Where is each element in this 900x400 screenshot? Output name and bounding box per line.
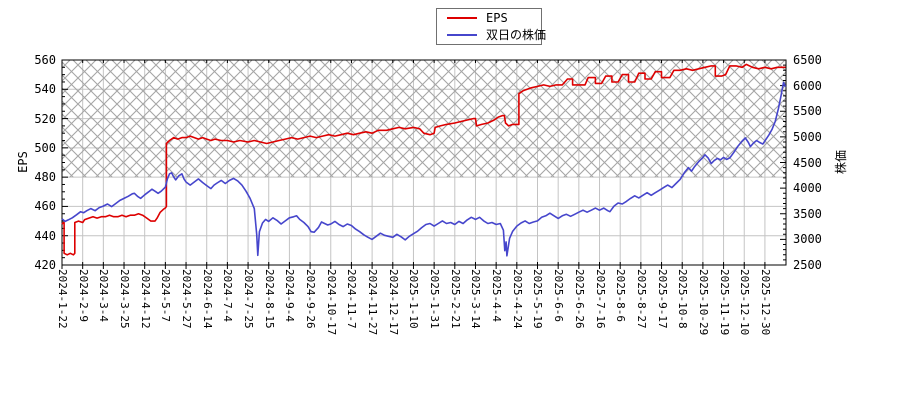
left-axis-tick-label: 420: [34, 258, 56, 272]
right-axis-tick-label: 4000: [793, 181, 822, 196]
x-axis-tick-label: 2025-3-14: [469, 269, 483, 329]
x-axis-tick-label: 2025-8-27: [634, 269, 648, 329]
x-axis-tick-label: 2025-6-6: [552, 269, 566, 322]
right-axis-tick-label: 5000: [793, 129, 822, 144]
x-axis-tick-label: 2025-10-8: [676, 269, 690, 329]
x-axis-tick-label: 2024-2-9: [76, 269, 90, 322]
x-axis-tick-label: 2025-12-30: [758, 269, 772, 336]
x-axis-tick-label: 2025-4-4: [490, 269, 504, 322]
right-axis-tick-label: 4500: [793, 155, 822, 170]
legend-box: EPS 双日の株価: [436, 8, 546, 45]
x-axis-tick-label: 2025-4-24: [510, 269, 524, 329]
x-axis-tick-label: 2024-9-26: [304, 269, 318, 329]
left-axis-tick-label: 520: [34, 111, 56, 126]
x-axis-tick-label: 2024-6-14: [200, 269, 214, 329]
x-axis-tick-label: 2025-12-10: [738, 269, 752, 336]
x-axis-tick-label: 2024-11-27: [366, 269, 380, 336]
eps-line-series: [61, 63, 786, 256]
x-axis-tick-label: 2024-3-4: [97, 269, 111, 322]
eps-range-hatched-band: [62, 60, 786, 178]
x-axis-tick-label: 2024-7-4: [221, 269, 235, 322]
left-axis-title: EPS: [16, 151, 30, 173]
x-axis-tick-label: 2025-6-26: [572, 269, 586, 329]
x-axis-tick-label: 2025-11-19: [717, 269, 731, 336]
x-axis-tick-label: 2024-5-27: [180, 269, 194, 329]
right-axis-tick-label: 3000: [793, 232, 822, 247]
x-axis-tick-label: 2024-8-15: [262, 269, 276, 329]
x-axis-tick-label: 2024-4-12: [138, 269, 152, 329]
right-axis-tick-label: 5500: [793, 104, 822, 119]
x-axis-tick-label: 2024-3-25: [118, 269, 132, 329]
x-axis-tick-label: 2025-1-10: [407, 269, 421, 329]
right-axis-title: 株価: [834, 150, 848, 175]
x-axis-tick-label: 2025-10-29: [696, 269, 710, 336]
stock-price-line-swatch: [447, 33, 477, 36]
x-axis-tick-label: 2024-7-25: [242, 269, 256, 329]
left-axis-tick-label: 480: [34, 170, 56, 185]
left-axis-tick-label: 500: [34, 140, 56, 155]
stock-price-legend-label: 双日の株価: [486, 27, 547, 42]
left-axis-tick-label: 440: [34, 228, 56, 243]
x-axis-tick-label: 2025-9-17: [655, 269, 669, 329]
x-axis-tick-label: 2024-9-4: [283, 269, 297, 322]
x-axis-tick-label: 2024-12-17: [386, 269, 400, 336]
x-axis-tick-label: 2025-1-31: [428, 269, 442, 329]
stock-price-line-series: [61, 81, 787, 257]
x-axis-tick-label: 2024-1-22: [56, 269, 69, 329]
eps-line-swatch: [447, 17, 477, 20]
x-axis-tick-label: 2025-8-6: [614, 269, 628, 322]
x-axis-tick-label: 2024-5-7: [159, 269, 173, 322]
x-axis-tick-label: 2024-10-17: [324, 269, 338, 336]
legend-entry-eps: EPS: [437, 11, 541, 25]
right-axis-tick-label: 2500: [793, 258, 822, 272]
x-axis-tick-label: 2024-11-7: [345, 269, 359, 329]
left-axis-tick-label: 540: [34, 82, 56, 97]
left-axis-tick-label: 460: [34, 199, 56, 214]
right-axis-tick-label: 6000: [793, 78, 822, 93]
x-axis-tick-label: 2025-2-21: [448, 269, 462, 329]
right-axis-tick-label: 3500: [793, 206, 822, 221]
x-axis-tick-label: 2025-7-16: [593, 269, 607, 329]
left-axis-tick-label: 560: [34, 53, 56, 67]
eps-legend-label: EPS: [486, 11, 508, 26]
x-axis-tick-label: 2025-5-19: [531, 269, 545, 329]
legend-entry-stock-price: 双日の株価: [437, 28, 546, 42]
right-axis-tick-label: 6500: [793, 53, 822, 67]
